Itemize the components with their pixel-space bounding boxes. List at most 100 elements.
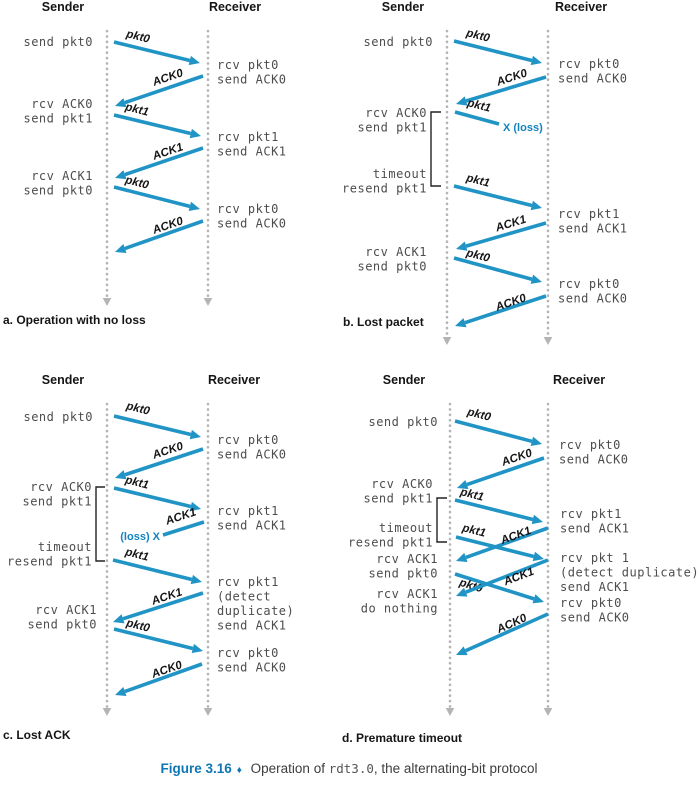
event-label: rcv ACK1 (31, 169, 93, 183)
ACK1-arrowhead-icon (456, 241, 468, 251)
packet-label: ACK0 (150, 67, 185, 89)
caption-text-after: , the alternating-bit protocol (373, 761, 538, 776)
event-label: send ACK0 (560, 611, 630, 625)
receiver-header: Receiver (209, 0, 261, 14)
sender-timeline-arrowhead-icon (102, 298, 112, 306)
event-label: send ACK0 (217, 448, 287, 462)
ACK0-arrow (466, 456, 545, 487)
ACK1-arrowhead-icon (113, 614, 125, 624)
event-label: send pkt1 (23, 112, 93, 126)
panel-caption-b: b. Lost packet (343, 315, 424, 329)
pkt1-arrow (113, 486, 192, 509)
pkt1-arrowhead-icon (532, 551, 544, 562)
receiver-header: Receiver (553, 373, 605, 387)
event-label: send ACK1 (217, 619, 287, 633)
sender-timeline-arrowhead-icon (445, 708, 455, 716)
packet-label: ACK0 (493, 292, 528, 314)
packet-label: pkt1 (123, 101, 150, 119)
pkt0-arrowhead-icon (530, 436, 542, 446)
event-label: timeout (38, 540, 92, 554)
timeout-bracket (95, 486, 105, 562)
event-label: resend pkt1 (7, 555, 92, 569)
pkt0-arrow (113, 627, 194, 651)
event-label: send pkt0 (357, 260, 427, 274)
ACK0-arrowhead-icon (456, 646, 468, 656)
ACK0-arrowhead-icon (115, 243, 127, 254)
event-label: rcv pkt 1 (560, 551, 630, 565)
pkt1-arrow (113, 113, 192, 136)
pkt0-arrow (453, 256, 533, 281)
ACK0-arrow (464, 612, 549, 653)
event-label: rcv pkt0 (217, 58, 279, 72)
event-label: resend pkt1 (342, 182, 427, 196)
diamond-icon: ♦ (236, 765, 242, 776)
pkt1-arrow (454, 498, 534, 522)
event-label: timeout (373, 167, 427, 181)
event-label: rcv pkt0 (217, 202, 279, 216)
ACK0-arrowhead-icon (455, 318, 467, 328)
pkt1-arrowhead-icon (530, 200, 542, 211)
ACK1-arrow (465, 221, 547, 248)
pkt0-arrowhead-icon (532, 594, 544, 604)
packet-label: pkt0 (124, 617, 151, 635)
event-label: rcv ACK1 (365, 245, 427, 259)
packet-label: pkt1 (123, 474, 150, 492)
pkt0-arrowhead-icon (191, 643, 203, 654)
event-label: send ACK1 (558, 222, 628, 236)
ACK1-lost-arrow (162, 520, 205, 537)
panel-caption-c: c. Lost ACK (3, 728, 71, 742)
event-label: send pkt0 (368, 415, 438, 429)
pkt0-arrowhead-icon (189, 429, 201, 440)
event-label: send ACK1 (560, 580, 630, 594)
pkt0-arrow (113, 40, 191, 63)
event-label: send pkt0 (23, 184, 93, 198)
pkt0-arrow (454, 572, 535, 601)
packet-label: pkt1 (464, 172, 491, 190)
pkt0-arrowhead-icon (530, 274, 542, 284)
receiver-timeline-arrowhead-icon (543, 708, 553, 716)
event-label: send ACK1 (217, 519, 287, 533)
event-label: rcv ACK0 (30, 480, 92, 494)
event-label: timeout (379, 521, 433, 535)
event-label: send pkt0 (23, 35, 93, 49)
event-label: rcv pkt0 (217, 433, 279, 447)
event-label: send pkt0 (27, 618, 97, 632)
figure-number: Figure 3.16 (160, 761, 232, 776)
ACK1-arrow (124, 146, 204, 177)
receiver-timeline-arrowhead-icon (203, 298, 213, 306)
ACK0-arrowhead-icon (457, 480, 469, 490)
event-label: rcv pkt1 (217, 130, 279, 144)
event-label: rcv pkt1 (217, 504, 279, 518)
packet-label: pkt0 (464, 27, 491, 45)
pkt1-arrowhead-icon (531, 514, 543, 525)
event-label: send pkt0 (363, 35, 433, 49)
loss-label: X (loss) (503, 122, 543, 134)
ACK1-arrowhead-icon (115, 170, 127, 180)
ACK0-arrow (124, 219, 204, 251)
pkt1-arrow (455, 535, 535, 559)
packet-label: ACK1 (498, 525, 532, 547)
ACK1-arrow (465, 558, 549, 594)
pkt1-arrowhead-icon (190, 574, 202, 585)
event-label: rcv pkt1 (560, 507, 622, 521)
pkt0-arrowhead-icon (188, 201, 200, 212)
event-label: send ACK1 (217, 145, 287, 159)
loss-label: (loss) X (120, 531, 160, 543)
event-label: rcv pkt1 (558, 207, 620, 221)
ACK1-arrow (465, 526, 549, 560)
ACK1-arrowhead-icon (456, 552, 468, 562)
timeout-bracket (436, 497, 447, 543)
pkt0-arrow (454, 419, 533, 444)
receiver-header: Receiver (208, 373, 260, 387)
event-label: rcv ACK1 (376, 587, 438, 601)
event-label: send pkt0 (23, 410, 93, 424)
timeout-bracket (430, 111, 441, 187)
sender-timeline-arrowhead-icon (102, 708, 112, 716)
pkt0-arrowhead-icon (530, 55, 542, 66)
packet-label: pkt1 (465, 97, 492, 115)
ACK0-arrowhead-icon (115, 470, 127, 480)
event-label: send pkt1 (22, 495, 92, 509)
